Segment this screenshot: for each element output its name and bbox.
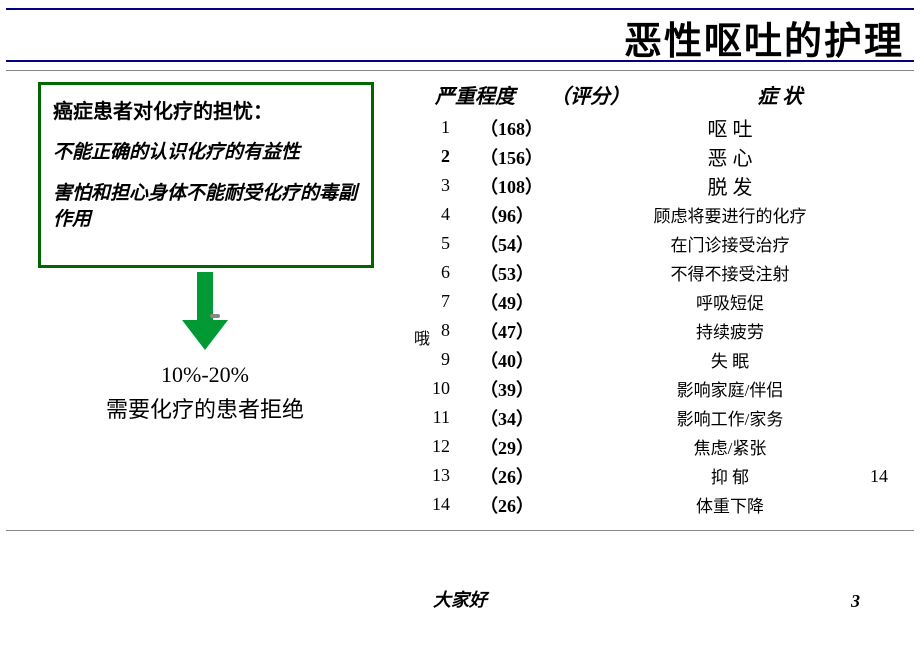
cell-rank: 6 <box>400 262 480 283</box>
cell-symptom: 体重下降 <box>610 492 850 517</box>
cell-symptom: 不得不接受注射 <box>610 260 850 285</box>
top-rule <box>6 70 914 71</box>
refuse-percent: 10%-20% <box>60 362 350 388</box>
table-row: 1（168）呕 吐 <box>400 113 900 142</box>
cell-rank: 2 <box>400 146 480 167</box>
table-row: 2（156）恶 心 <box>400 142 900 171</box>
cell-rank: 11 <box>400 407 480 428</box>
worry-heading: 癌症患者对化疗的担忧： <box>53 95 359 124</box>
table-row: 5（54）在门诊接受治疗 <box>400 229 900 258</box>
cell-symptom: 顾虑将要进行的化疗 <box>610 202 850 227</box>
cell-score: （156） <box>480 144 610 170</box>
table-row: 11（34）影响工作/家务 <box>400 403 900 432</box>
header-score: （评分） <box>550 80 680 109</box>
cell-rank: 13 <box>400 465 480 486</box>
title-bar: 恶性呕吐的护理 <box>6 8 914 62</box>
table-row: 10（39）影响家庭/伴侣 <box>400 374 900 403</box>
stray-text-ow: 哦 <box>414 325 430 349</box>
cell-symptom: 影响工作/家务 <box>610 405 850 430</box>
cell-symptom: 抑 郁 <box>610 463 850 488</box>
cell-score: （96） <box>480 202 610 228</box>
table-row: 7（49）呼吸短促 <box>400 287 900 316</box>
cell-symptom: 持续疲劳 <box>610 318 850 343</box>
table-row: 4（96）顾虑将要进行的化疗 <box>400 200 900 229</box>
cell-score: （40） <box>480 347 610 373</box>
cell-rank: 12 <box>400 436 480 457</box>
footer-greeting: 大家好 <box>0 586 920 612</box>
cell-symptom: 呕 吐 <box>610 113 850 142</box>
symptom-table: 严重程度 （评分） 症 状 1（168）呕 吐2（156）恶 心3（108）脱 … <box>400 80 900 519</box>
refuse-block: 10%-20% 需要化疗的患者拒绝 <box>60 362 350 424</box>
table-row: 14（26）体重下降 <box>400 490 900 519</box>
table-row: 6（53）不得不接受注射 <box>400 258 900 287</box>
cell-symptom: 失 眠 <box>610 347 850 372</box>
cell-rank: 8 <box>400 320 480 341</box>
worry-line-1: 不能正确的认识化疗的有益性 <box>53 140 359 167</box>
header-symptom: 症 状 <box>680 80 880 109</box>
cell-score: （108） <box>480 173 610 199</box>
cell-symptom: 影响家庭/伴侣 <box>610 376 850 401</box>
cell-symptom: 焦虑/紧张 <box>610 434 850 459</box>
table-row: 13（26）抑 郁 <box>400 461 900 490</box>
cell-rank: 4 <box>400 204 480 225</box>
table-row: 12（29）焦虑/紧张 <box>400 432 900 461</box>
bottom-rule <box>6 530 914 531</box>
cell-symptom: 恶 心 <box>610 142 850 171</box>
cell-score: （39） <box>480 376 610 402</box>
cell-symptom: 脱 发 <box>610 171 850 200</box>
cell-rank: 7 <box>400 291 480 312</box>
cell-score: （168） <box>480 115 610 141</box>
cell-rank: 9 <box>400 349 480 370</box>
refuse-text: 需要化疗的患者拒绝 <box>60 392 350 424</box>
cell-symptom: 在门诊接受治疗 <box>610 231 850 256</box>
header-rank: 严重程度 <box>400 80 550 109</box>
cell-rank: 5 <box>400 233 480 254</box>
cell-score: （29） <box>480 434 610 460</box>
worry-line-2: 害怕和担心身体不能耐受化疗的毒副作用 <box>53 181 359 234</box>
page-number: 3 <box>851 591 860 612</box>
cell-score: （47） <box>480 318 610 344</box>
cell-score: （54） <box>480 231 610 257</box>
cell-rank: 10 <box>400 378 480 399</box>
cell-rank: 1 <box>400 117 480 138</box>
cell-score: （53） <box>480 260 610 286</box>
marker-dot <box>210 314 220 318</box>
cell-rank: 14 <box>400 494 480 515</box>
cell-symptom: 呼吸短促 <box>610 289 850 314</box>
cell-score: （26） <box>480 463 610 489</box>
table-row: 8（47）持续疲劳 <box>400 316 900 345</box>
cell-score: （49） <box>480 289 610 315</box>
page-title: 恶性呕吐的护理 <box>624 10 904 65</box>
stray-text-14: 14 <box>870 466 888 487</box>
cell-rank: 3 <box>400 175 480 196</box>
table-header: 严重程度 （评分） 症 状 <box>400 80 900 109</box>
table-row: 9（40）失 眠 <box>400 345 900 374</box>
table-row: 3（108）脱 发 <box>400 171 900 200</box>
cell-score: （34） <box>480 405 610 431</box>
down-arrow-icon <box>180 272 230 352</box>
worry-box: 癌症患者对化疗的担忧： 不能正确的认识化疗的有益性 害怕和担心身体不能耐受化疗的… <box>38 82 374 268</box>
cell-score: （26） <box>480 492 610 518</box>
